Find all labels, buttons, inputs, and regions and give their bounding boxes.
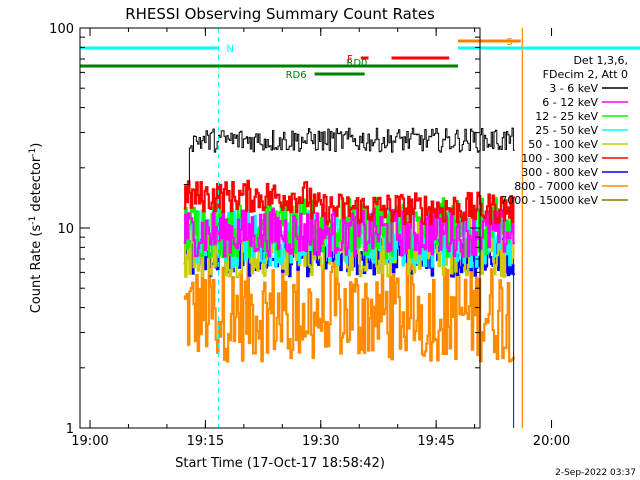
y-tick-label: 10 <box>57 222 74 237</box>
series-line-5 <box>183 179 515 226</box>
flag-label-f: F <box>347 54 353 65</box>
series-line-0 <box>183 127 515 185</box>
flag-label-rd0: RD0 <box>346 58 367 69</box>
footer-date: 2-Sep-2022 03:37 <box>555 468 636 478</box>
legend-label: 300 - 800 keV <box>521 166 598 179</box>
data-layer <box>183 127 515 428</box>
y-tick-label: 100 <box>49 22 74 37</box>
legend-label: 800 - 7000 keV <box>514 180 598 193</box>
axis-layer: 19:0019:1519:3019:4520:0020:1520:3011010… <box>49 22 570 449</box>
y-axis-label-end: ) <box>29 143 44 148</box>
x-tick-label: 19:15 <box>187 434 224 449</box>
legend-label: 12 - 25 keV <box>535 110 598 123</box>
chart-title: RHESSI Observing Summary Count Rates <box>125 5 435 23</box>
y-axis-label-sup2: -1 <box>28 148 38 157</box>
flag-label-rd6: RD6 <box>286 70 307 81</box>
x-axis-label: Start Time (17-Oct-17 18:58:42) <box>175 456 385 471</box>
y-axis-label-sup1: -1 <box>28 216 38 225</box>
x-tick-label: 19:00 <box>71 434 108 449</box>
y-axis-label-mid: detector <box>29 156 44 216</box>
legend-label: 7000 - 15000 keV <box>500 194 598 207</box>
flag-label-s: S <box>506 37 512 48</box>
legend-header-1: Det 1,3,6, <box>573 54 628 67</box>
x-tick-label: 19:30 <box>302 434 339 449</box>
x-tick-label: 19:45 <box>417 434 454 449</box>
flag-label-n: N <box>226 44 233 55</box>
series-line-7 <box>183 261 515 363</box>
legend-label: 3 - 6 keV <box>549 82 598 95</box>
x-tick-label: 20:00 <box>533 434 570 449</box>
legend-header-2: FDecim 2, Att 0 <box>543 68 628 81</box>
legend-label: 6 - 12 keV <box>542 96 598 109</box>
legend-label: 100 - 300 keV <box>521 152 598 165</box>
legend-label: 25 - 50 keV <box>535 124 598 137</box>
legend-label: 50 - 100 keV <box>528 138 598 151</box>
y-axis-label: Count Rate (s-1 detector-1) <box>28 143 44 314</box>
y-tick-label: 1 <box>66 422 74 437</box>
y-axis-label-main: Count Rate (s <box>29 225 44 314</box>
series-line-1 <box>183 207 515 258</box>
